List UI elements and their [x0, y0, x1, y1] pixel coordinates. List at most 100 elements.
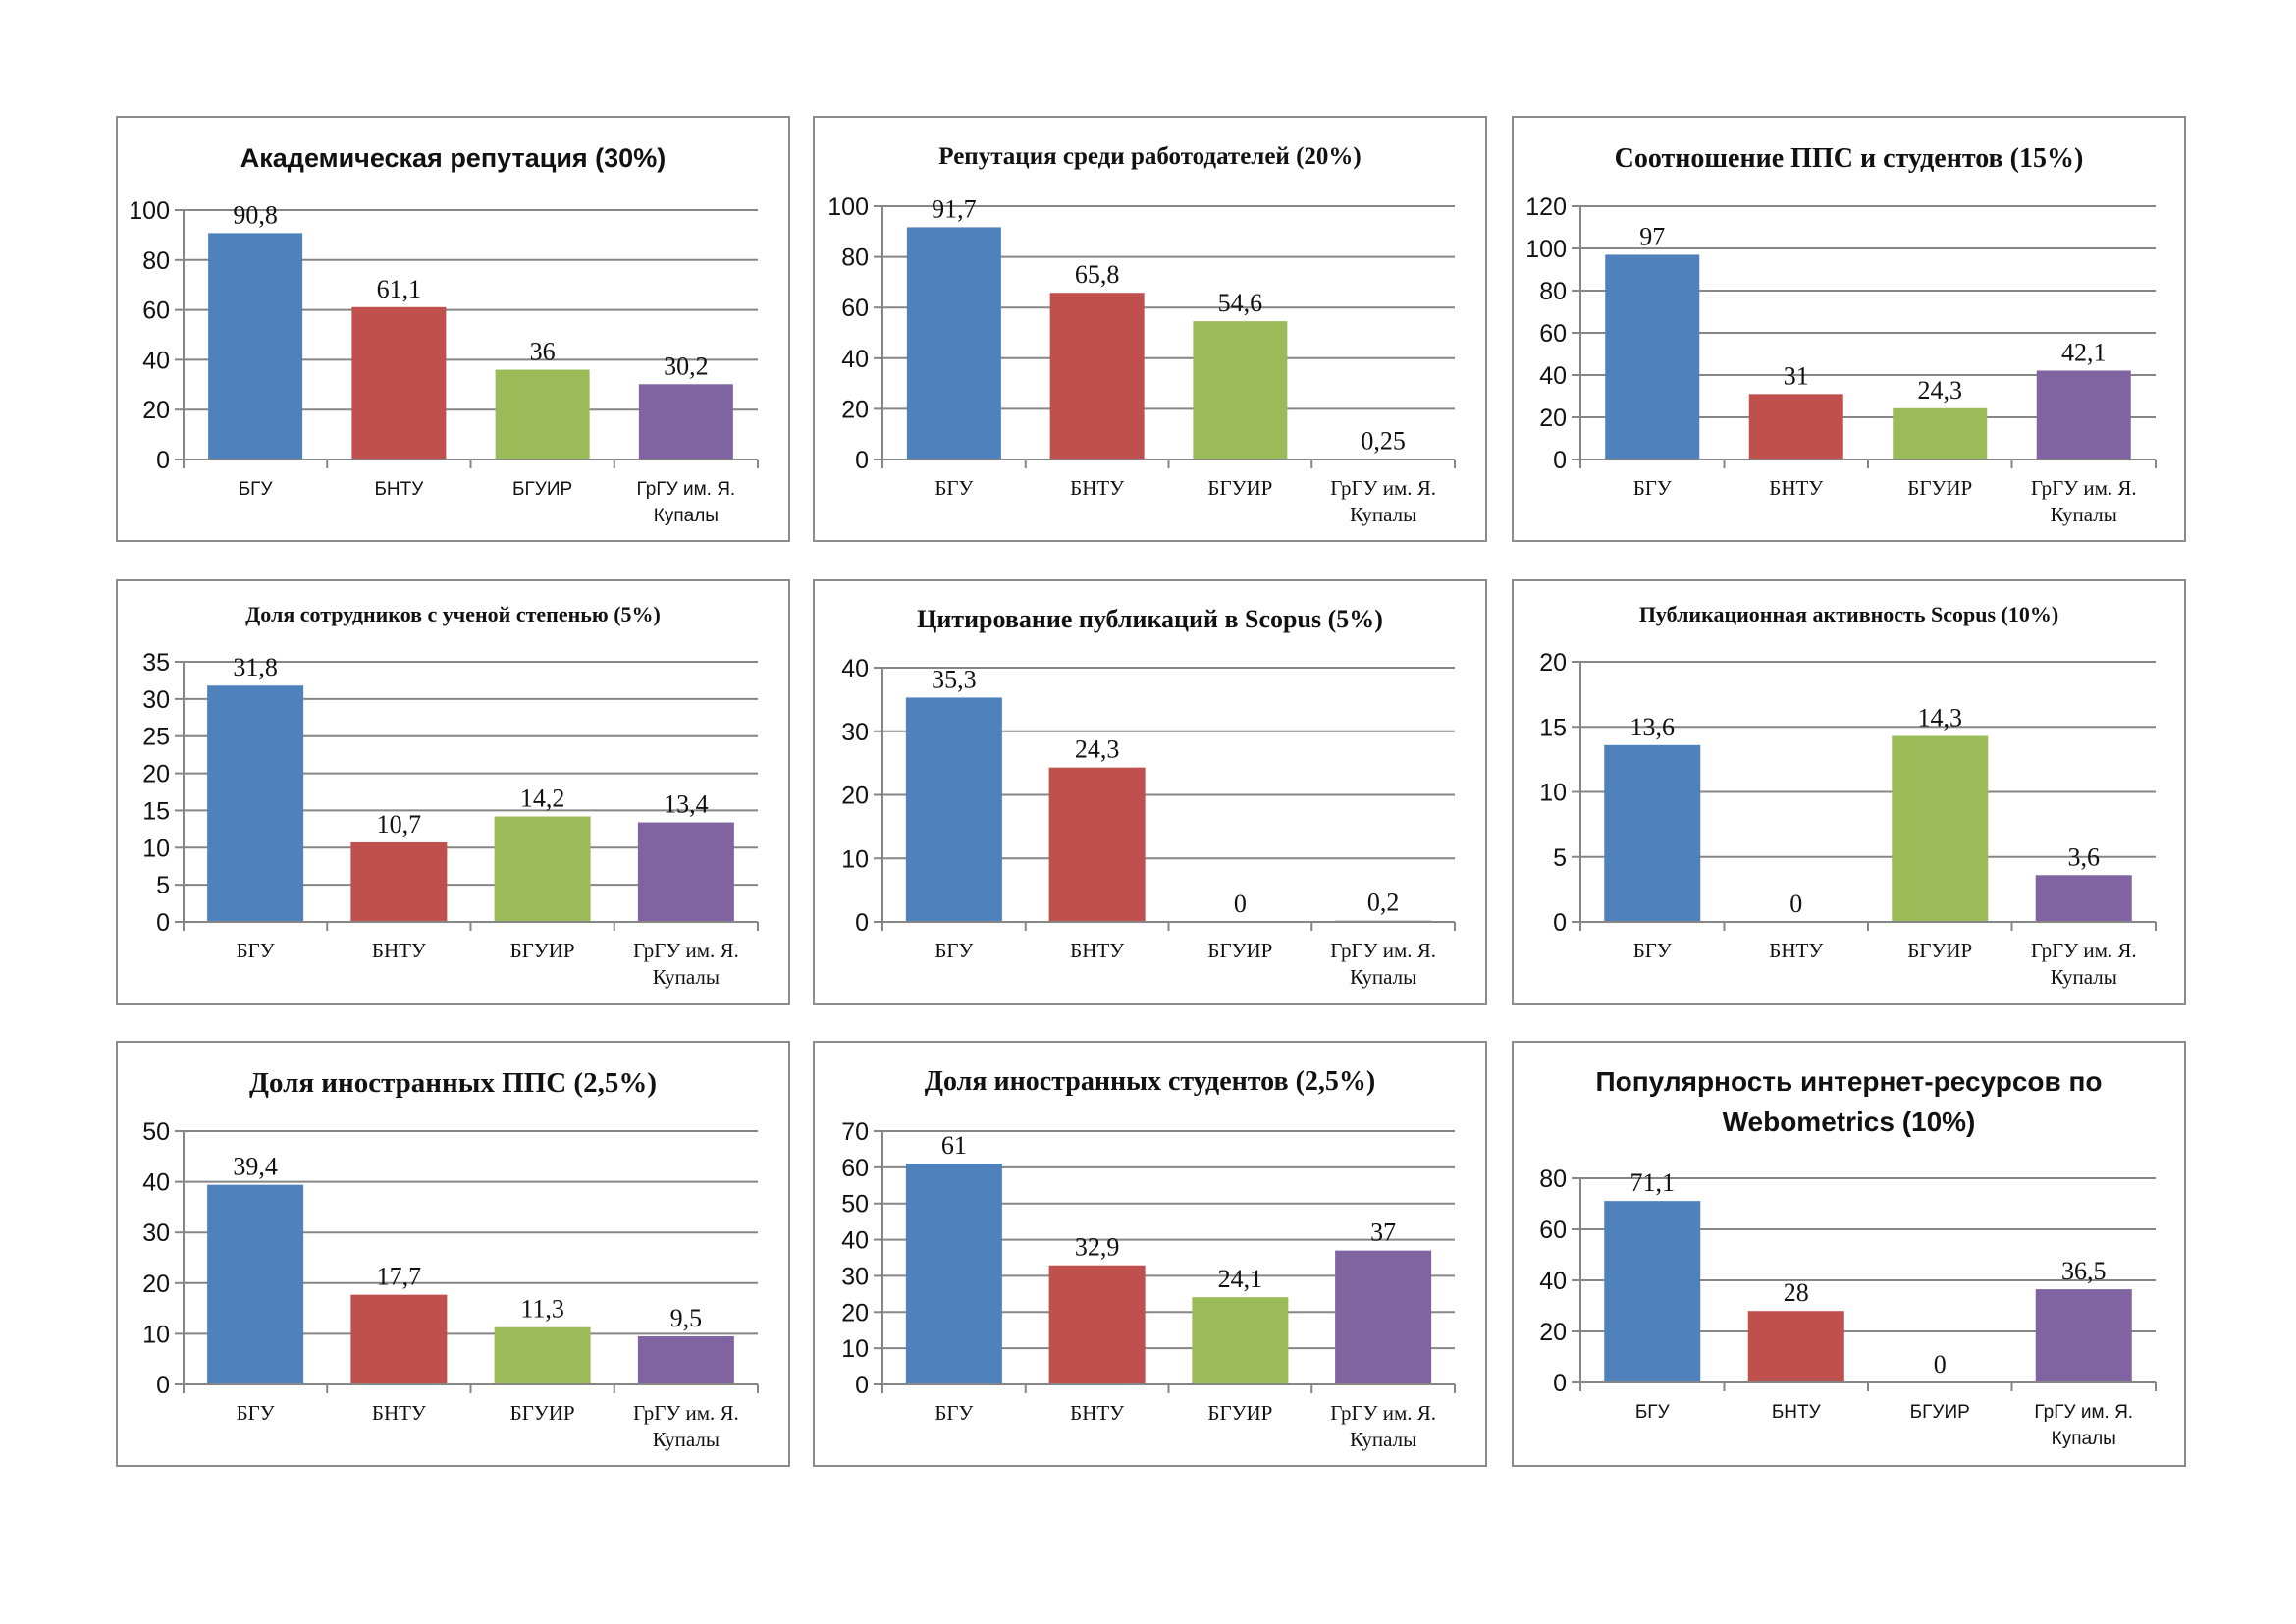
bar: [2035, 875, 2132, 922]
y-tick-label: 50: [142, 1118, 170, 1146]
y-tick-label: 50: [841, 1191, 869, 1218]
x-tick-label: БНТУ: [372, 1401, 426, 1425]
x-tick-label: БГУ: [934, 939, 973, 962]
x-tick-label: ГрГУ им. Я. Купалы: [637, 479, 736, 526]
data-label: 14,2: [520, 784, 565, 812]
y-tick-label: 100: [1525, 236, 1567, 263]
x-tick-label: БНТУ: [1769, 476, 1823, 500]
bar: [494, 816, 591, 922]
y-tick-label: 30: [142, 1219, 170, 1247]
bar: [350, 841, 448, 922]
chart-title: Доля сотрудников с ученой степенью (5%): [245, 602, 661, 626]
y-tick-label: 20: [142, 397, 170, 424]
data-label: 97: [1639, 222, 1665, 250]
chart-panel: Академическая репутация (30%) 0 20 40 60 80 10…: [116, 116, 790, 542]
chart-plot: 0 20 40 60 80 100 90,8 БГУ 61,1 БНТУ 36 БГУИР 30,2 Гр…: [129, 197, 759, 526]
data-label: 39,4: [233, 1153, 278, 1181]
y-tick-label: 20: [1539, 405, 1567, 432]
data-label: 13,4: [664, 790, 709, 819]
y-tick-label: 15: [142, 797, 170, 825]
y-tick-label: 5: [1553, 844, 1567, 872]
y-tick-label: 20: [841, 783, 869, 810]
y-tick-label: 0: [1553, 447, 1567, 474]
y-tick-label: 40: [142, 347, 170, 374]
chart-title: Цитирование публикаций в Scopus (5%): [917, 605, 1383, 633]
y-tick-label: 80: [1539, 278, 1567, 305]
y-tick-label: 70: [841, 1118, 869, 1146]
x-tick-label: БГУИР: [1910, 1402, 1970, 1423]
chart-plot: 0 10 20 30 40 35,3 БГУ 24,3 БНТУ 0 БГУИР 0,2 ГрГУ им…: [841, 655, 1456, 989]
x-tick-label: БНТУ: [1070, 939, 1124, 962]
data-label: 24,1: [1218, 1265, 1263, 1293]
y-tick-label: 30: [841, 1263, 869, 1290]
chart-panel: Доля иностранных ППС (2,5%) 0 10 20 30 40 50 39…: [116, 1041, 790, 1467]
data-label: 91,7: [932, 194, 977, 223]
bar: [905, 1164, 1002, 1384]
chart-title: Академическая репутация (30%): [240, 143, 667, 173]
x-tick-label: ГрГУ им. Я. Купалы: [1330, 476, 1436, 526]
x-tick-label: БГУ: [1633, 939, 1672, 962]
y-tick-label: 40: [841, 1227, 869, 1255]
data-label: 0,25: [1361, 426, 1406, 455]
bar: [1604, 744, 1701, 922]
chart-plot: 0 5 10 15 20 25 30 35 31,8 БГУ 10,7 БНТУ 14,2 БГУИР 13…: [142, 649, 759, 989]
data-label: 0,2: [1367, 889, 1400, 917]
y-tick-label: 100: [129, 197, 170, 225]
y-tick-label: 40: [841, 655, 869, 682]
bar: [2035, 1289, 2132, 1382]
x-tick-label: БГУ: [239, 479, 274, 500]
y-tick-label: 80: [142, 247, 170, 275]
chart-title: Популярность интернет-ресурсов по Webome…: [1595, 1066, 2103, 1137]
chart-panel: Доля сотрудников с ученой степенью (5%) 0…: [116, 579, 790, 1005]
chart-title: Соотношение ППС и студентов (15%): [1614, 143, 2084, 174]
x-tick-label: БГУИР: [1207, 1401, 1272, 1425]
y-tick-label: 80: [841, 244, 869, 272]
y-tick-label: 100: [828, 193, 869, 221]
chart-plot: 0 10 20 30 40 50 39,4 БГУ 17,7 БНТУ 11,3 БГУИР 9,5 Гр…: [142, 1118, 759, 1451]
chart-plot: 0 10 20 30 40 50 60 70 61 БГУ 32,9 БНТУ 24,1 БГУИР 37 Г…: [841, 1118, 1456, 1451]
y-tick-label: 20: [142, 1271, 170, 1298]
y-tick-label: 0: [156, 909, 170, 937]
x-tick-label: БГУИР: [510, 939, 575, 962]
y-tick-label: 20: [1539, 649, 1567, 677]
y-tick-label: 10: [142, 835, 170, 862]
y-tick-label: 10: [1539, 780, 1567, 807]
bar: [637, 822, 734, 922]
bar: [1193, 321, 1288, 460]
data-label: 0: [1934, 1350, 1947, 1379]
data-label: 28: [1784, 1278, 1809, 1307]
y-tick-label: 10: [841, 1335, 869, 1363]
bar: [1048, 767, 1146, 922]
bar: [1604, 1201, 1701, 1382]
bar: [351, 306, 447, 460]
y-tick-label: 0: [156, 447, 170, 474]
bar: [207, 685, 304, 922]
x-tick-label: БНТУ: [372, 939, 426, 962]
chart-plot: 0 5 10 15 20 13,6 БГУ 0 БНТУ 14,3 БГУИР 3,6 ГрГУ им.…: [1539, 649, 2157, 989]
bar: [1893, 407, 1988, 460]
x-tick-label: БГУИР: [1907, 939, 1972, 962]
x-tick-label: ГрГУ им. Я. Купалы: [633, 939, 739, 989]
data-label: 42,1: [2061, 338, 2107, 366]
chart-title: Публикационная активность Scopus (10%): [1638, 602, 2059, 626]
y-tick-label: 20: [1539, 1319, 1567, 1346]
y-tick-label: 120: [1525, 193, 1567, 221]
data-label: 11,3: [520, 1295, 564, 1324]
chart-panel: Популярность интернет-ресурсов по Webome…: [1512, 1041, 2186, 1467]
bar: [1048, 1265, 1146, 1384]
chart-panel: Репутация среди работодателей (20%) 0 20 40…: [813, 116, 1487, 542]
x-tick-label: БГУ: [934, 1401, 973, 1425]
x-tick-label: БГУИР: [512, 479, 572, 500]
y-tick-label: 20: [841, 1299, 869, 1326]
x-tick-label: ГрГУ им. Я. Купалы: [2034, 1402, 2133, 1449]
x-tick-label: БНТУ: [374, 479, 424, 500]
bar: [1748, 394, 1843, 460]
x-tick-label: БГУИР: [1907, 476, 1972, 500]
data-label: 30,2: [664, 352, 709, 380]
data-label: 0: [1789, 890, 1802, 918]
y-tick-label: 60: [1539, 320, 1567, 348]
data-label: 71,1: [1630, 1168, 1676, 1197]
chart-panel: Соотношение ППС и студентов (15%) 0 20 40 60…: [1512, 116, 2186, 542]
data-label: 17,7: [377, 1263, 422, 1291]
bar: [637, 1335, 734, 1384]
